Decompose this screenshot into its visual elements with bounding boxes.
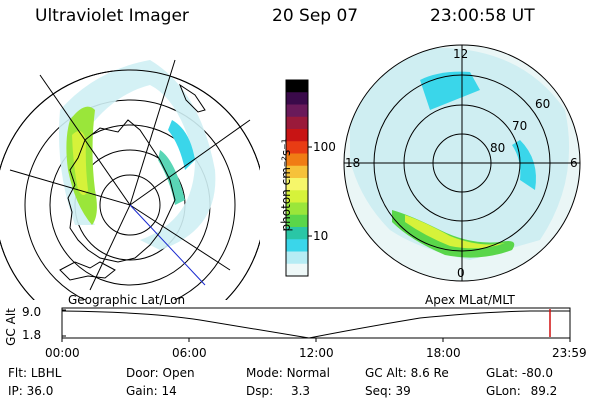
polar-ring-label-80: 80 bbox=[490, 141, 506, 155]
timeline-ymin: 1.8 bbox=[22, 328, 42, 342]
x-tick-1: 06:00 bbox=[172, 346, 207, 360]
lat-circle bbox=[24, 99, 236, 300]
colorbar-step bbox=[286, 129, 308, 142]
glat-field: GLat: -80.0 bbox=[486, 366, 553, 380]
apex-label: Apex MLat/MLT bbox=[425, 293, 515, 307]
colorbar-step bbox=[286, 263, 308, 277]
x-tick-4: 23:59 bbox=[552, 346, 587, 360]
meridian-line bbox=[89, 204, 131, 291]
gain-field: Gain: 14 bbox=[126, 384, 177, 398]
time-label: 23:00:58 UT bbox=[430, 6, 535, 26]
gcalt-label: GC Alt: bbox=[365, 366, 407, 380]
meridian-line bbox=[9, 169, 131, 206]
polar-label-12: 12 bbox=[453, 47, 469, 61]
mode-label: Mode: bbox=[246, 366, 283, 380]
colorbar-step bbox=[286, 202, 308, 216]
colorbar-step bbox=[286, 80, 308, 93]
ip-value: 36.0 bbox=[26, 384, 54, 398]
polar-ring-label-60: 60 bbox=[535, 97, 551, 111]
colorbar-step bbox=[286, 190, 308, 203]
meridian-line bbox=[129, 204, 231, 271]
colorbar-step bbox=[286, 92, 308, 105]
glon-value: 89.2 bbox=[530, 384, 558, 398]
coastline bbox=[67, 119, 176, 263]
colorbar-step bbox=[286, 141, 308, 154]
meridian-line bbox=[129, 119, 251, 206]
altitude-curve bbox=[61, 310, 570, 339]
seq-label: Seq: bbox=[365, 384, 392, 398]
date-label: 20 Sep 07 bbox=[272, 6, 359, 26]
meridian-line bbox=[129, 59, 176, 206]
instrument-title: Ultraviolet Imager bbox=[35, 6, 189, 26]
glat-value: -80.0 bbox=[521, 366, 553, 380]
colorbar-step bbox=[286, 239, 308, 252]
geographic-label: Geographic Lat/Lon bbox=[68, 293, 186, 307]
colorbar-step bbox=[286, 251, 308, 265]
seq-field: Seq: 39 bbox=[365, 384, 411, 398]
coastline bbox=[178, 83, 206, 113]
colorbar-step bbox=[286, 227, 308, 240]
door-value: Open bbox=[162, 366, 195, 380]
colorbar-step bbox=[286, 104, 308, 118]
polar-label-0: 0 bbox=[457, 266, 465, 280]
terminator-line bbox=[129, 204, 206, 286]
gain-value: 14 bbox=[161, 384, 177, 398]
colorbar-step bbox=[286, 153, 308, 167]
flt-value: LBHL bbox=[30, 366, 62, 380]
ip-label: IP: bbox=[8, 384, 23, 398]
x-tick-3: 18:00 bbox=[426, 346, 461, 360]
polar-label-18: 18 bbox=[345, 156, 361, 170]
dsp-field: Dsp: 3.3 bbox=[246, 384, 310, 398]
glon-field: GLon: 89.2 bbox=[486, 384, 557, 398]
colorbar-step bbox=[286, 165, 308, 179]
glon-label: GLon: bbox=[486, 384, 521, 398]
polar-label-6: 6 bbox=[570, 156, 578, 170]
timeline-ymax: 9.0 bbox=[22, 305, 42, 319]
polar-ring-label-70: 70 bbox=[512, 119, 528, 133]
colorbar-tick-10: 10 bbox=[313, 229, 329, 243]
colorbar-step bbox=[286, 178, 308, 191]
coastline bbox=[59, 261, 116, 281]
door-label: Door: bbox=[126, 366, 159, 380]
colorbar-step bbox=[286, 116, 308, 130]
gain-label: Gain: bbox=[126, 384, 158, 398]
gcalt-value: 8.6 Re bbox=[410, 366, 449, 380]
flt-label: Flt: bbox=[8, 366, 27, 380]
door-field: Door: Open bbox=[126, 366, 195, 380]
dsp-value: 3.3 bbox=[290, 384, 311, 398]
colorbar-tick-100: 100 bbox=[313, 140, 336, 154]
lat-circle bbox=[99, 174, 161, 236]
ip-field: IP: 36.0 bbox=[8, 384, 53, 398]
gcalt-field: GC Alt: 8.6 Re bbox=[365, 366, 449, 380]
glat-label: GLat: bbox=[486, 366, 519, 380]
mode-field: Mode: Normal bbox=[246, 366, 330, 380]
x-tick-0: 00:00 bbox=[45, 346, 80, 360]
seq-value: 39 bbox=[395, 384, 411, 398]
mode-value: Normal bbox=[286, 366, 330, 380]
dsp-label: Dsp: bbox=[246, 384, 274, 398]
colorbar-step bbox=[286, 214, 308, 228]
x-tick-2: 12:00 bbox=[299, 346, 334, 360]
flt-field: Flt: LBHL bbox=[8, 366, 61, 380]
